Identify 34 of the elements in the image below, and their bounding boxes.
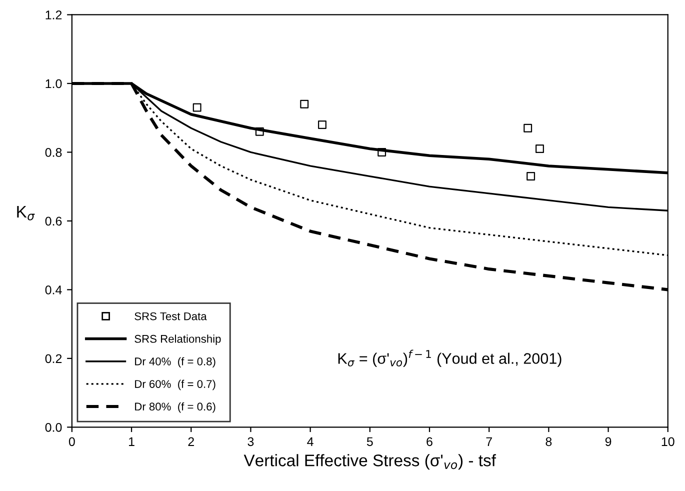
point: [524, 124, 532, 132]
legend-label: SRS Relationship: [134, 334, 221, 345]
x-tick-label: 9: [605, 437, 612, 446]
x-tick-label: 5: [366, 437, 373, 446]
y-tick-label: 1.0: [46, 79, 62, 88]
legend-label: Dr 80% (f = 0.6): [135, 402, 216, 413]
x-tick-label: 3: [248, 437, 254, 446]
x-tick-label: 1: [129, 437, 134, 446]
y-tick-label: 1.2: [46, 10, 62, 20]
point: [536, 144, 544, 154]
legend-label: Dr 60% (f = 0.7): [135, 380, 216, 390]
y-axis-title: K$_{σ}$: [17, 206, 35, 220]
legend-label: SRS Test Data: [134, 312, 207, 320]
point: [318, 120, 326, 129]
point: [192, 103, 202, 112]
x-tick-label: 6: [426, 437, 432, 446]
point: [526, 172, 536, 180]
x-axis-title: Vertical Effective Stress (σ'$_{vo}$) - tsf: [244, 454, 496, 470]
y-tick-label: 0.6: [45, 216, 62, 226]
x-tick-label: 7: [486, 437, 492, 446]
y-tick-label: 0.8: [45, 148, 62, 157]
point: [255, 127, 264, 136]
x-tick-label: 10: [662, 437, 674, 446]
point: [300, 100, 309, 108]
legend-label: Dr 40% (f = 0.8): [135, 357, 216, 368]
point: [378, 148, 386, 156]
y-tick-label: 0.2: [45, 354, 62, 364]
x-tick-label: 0: [68, 437, 75, 446]
x-tick-label: 4: [307, 437, 314, 446]
annotation: K$_{σ}$ = (σ'$_{vo}$)$^{f−1}$ (Youd et al., 2001): [338, 350, 562, 367]
x-tick-label: 8: [546, 437, 552, 446]
x-tick-label: 2: [188, 437, 194, 446]
y-tick-label: 0.4: [45, 285, 62, 294]
y-tick-label: 0.0: [45, 422, 62, 432]
